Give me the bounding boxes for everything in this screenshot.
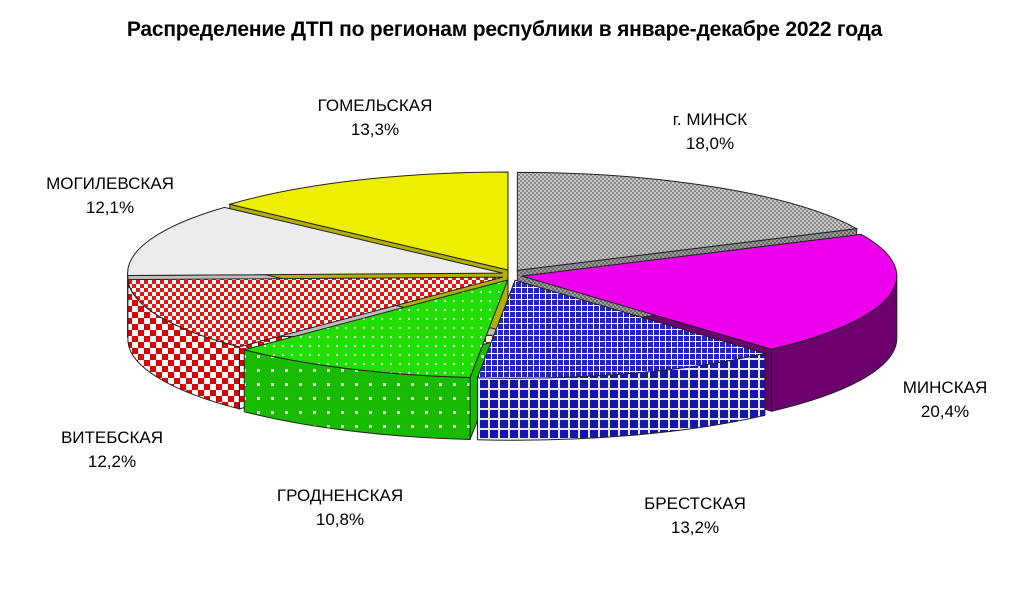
slice-label: г. МИНСК 18,0% bbox=[610, 108, 810, 156]
slice-top-ГРОДНЕНСКАЯ bbox=[242, 279, 509, 378]
slice-label-name: ВИТЕБСКАЯ bbox=[60, 428, 164, 447]
slice-top-МИНСКАЯ bbox=[521, 233, 898, 350]
slice-label-value: 12,1% bbox=[85, 198, 135, 217]
slice-label-name: БРЕСТСКАЯ bbox=[644, 494, 746, 513]
chart-title: Распределение ДТП по регионам республики… bbox=[126, 18, 883, 41]
slice-label-value: 18,0% bbox=[685, 134, 735, 153]
slice-top-МОГИЛЕВСКАЯ bbox=[127, 206, 503, 277]
slice-top-ГОМЕЛЬСКАЯ bbox=[227, 171, 509, 271]
slice-top-ВИТЕБСКАЯ bbox=[127, 276, 503, 348]
slice-top-г. МИНСК bbox=[516, 171, 859, 271]
slice-label-value: 20,4% bbox=[920, 402, 970, 421]
slice-label: МОГИЛЕВСКАЯ 12,1% bbox=[10, 172, 210, 220]
slice-label-value: 12,2% bbox=[87, 452, 137, 471]
slice-label-value: 13,2% bbox=[670, 518, 720, 537]
slice-label-name: МИНСКАЯ bbox=[902, 378, 988, 397]
slice-label: ВИТЕБСКАЯ 12,2% bbox=[12, 426, 212, 474]
slice-label-name: г. МИНСК bbox=[672, 110, 748, 129]
slice-label: МИНСКАЯ 20,4% bbox=[845, 376, 1009, 424]
slice-label-name: МОГИЛЕВСКАЯ bbox=[46, 174, 174, 193]
slice-label: БРЕСТСКАЯ 13,2% bbox=[595, 492, 795, 540]
slice-label-value: 13,3% bbox=[350, 120, 400, 139]
slice-label: ГОМЕЛЬСКАЯ 13,3% bbox=[275, 94, 475, 142]
slice-label-name: ГРОДНЕНСКАЯ bbox=[276, 486, 404, 505]
slice-label-name: ГОМЕЛЬСКАЯ bbox=[317, 96, 433, 115]
slice-top-БРЕСТСКАЯ bbox=[476, 279, 767, 379]
slice-label-value: 10,8% bbox=[315, 510, 365, 529]
pie-tops bbox=[127, 171, 898, 379]
slice-label: ГРОДНЕНСКАЯ 10,8% bbox=[240, 484, 440, 532]
